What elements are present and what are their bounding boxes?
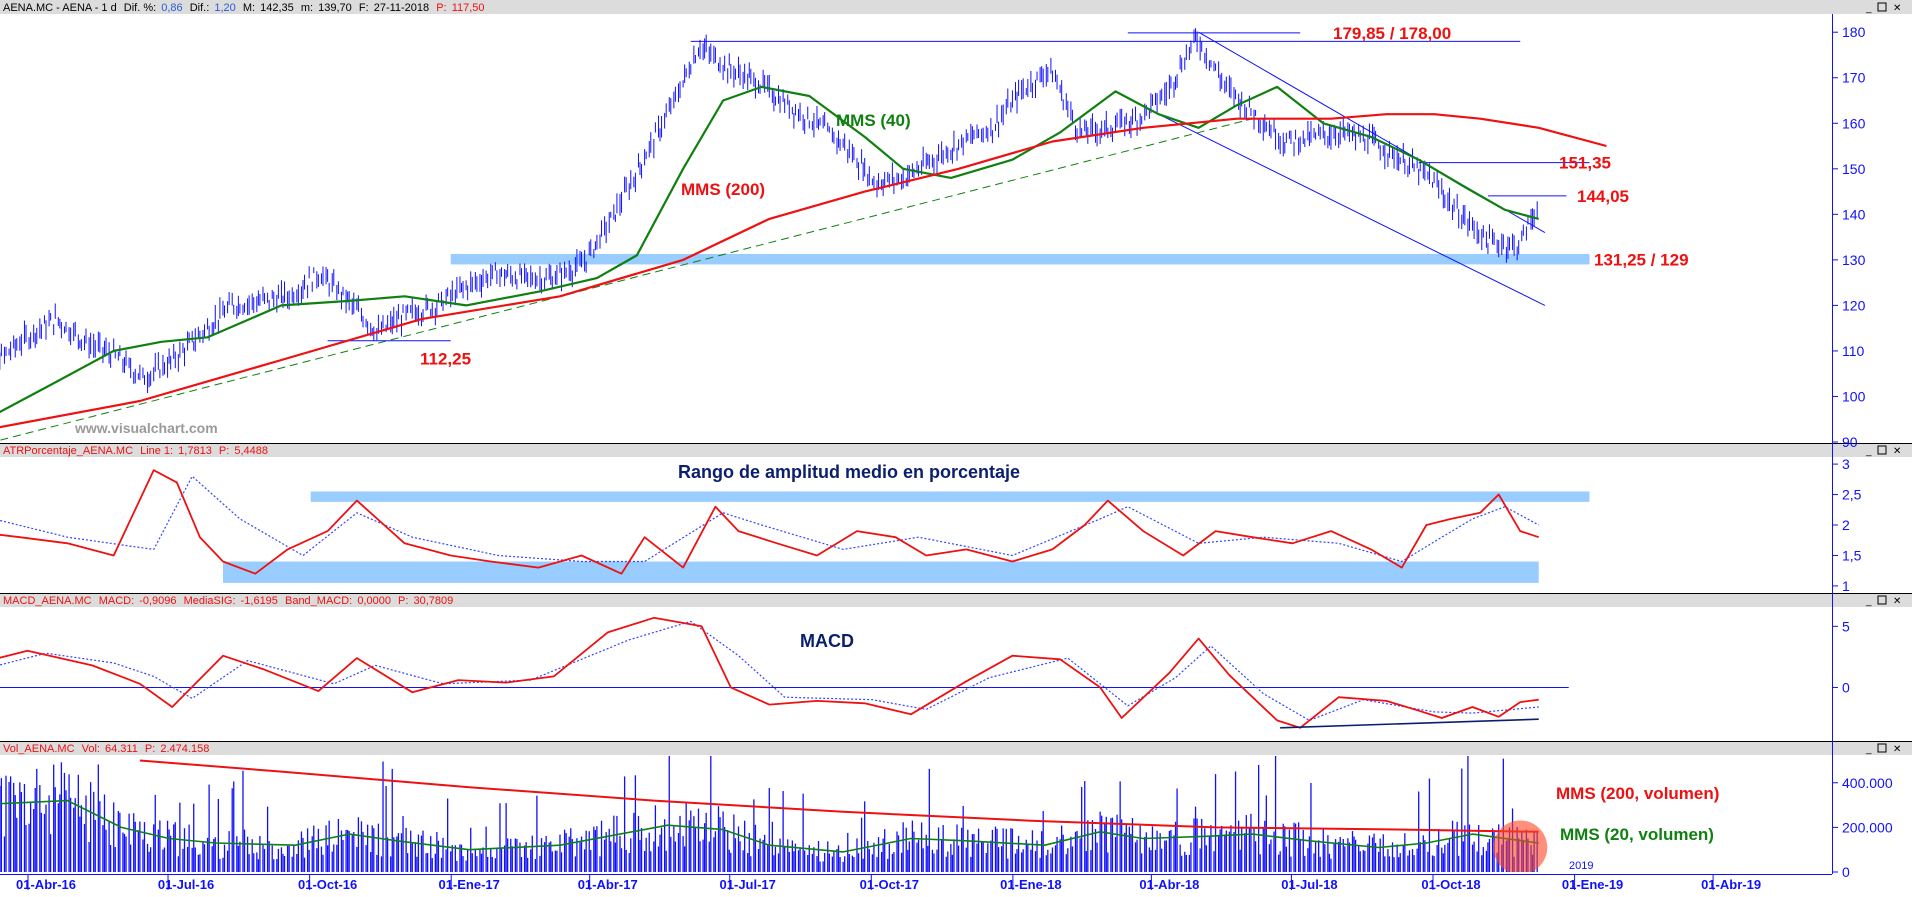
year-marker: 2019 xyxy=(1569,860,1593,872)
y-tick-label: 3 xyxy=(1842,456,1850,472)
x-tick-label: 01-Oct-16 xyxy=(298,877,357,892)
x-tick-label: 01-Oct-18 xyxy=(1421,877,1480,892)
y-tick-label: 400.000 xyxy=(1842,775,1893,791)
close-icon[interactable]: ✕ xyxy=(1893,596,1901,607)
y-tick-label: 160 xyxy=(1842,115,1866,131)
price-annotations: 179,85 / 178,00 151,35 144,05 131,25 / 129 1… xyxy=(420,24,1689,369)
level-annotation: 112,25 xyxy=(420,350,471,369)
minimize-icon[interactable]: _ xyxy=(1865,744,1872,755)
x-tick-label: 01-Jul-17 xyxy=(720,877,776,892)
macd-title: MACD xyxy=(800,631,854,651)
y-tick-label: 2 xyxy=(1842,517,1850,533)
y-tick-label: 90 xyxy=(1842,434,1858,450)
atr-header: ATRPorcentaje_AENA.MC Line 1: 1,7813 P: … xyxy=(3,445,268,457)
price-support-band xyxy=(450,253,1590,265)
maximize-icon[interactable] xyxy=(1877,2,1887,12)
price-series xyxy=(0,28,1607,429)
y-tick-label: 5 xyxy=(1842,618,1850,634)
close-icon[interactable]: ✕ xyxy=(1893,744,1901,755)
y-tick-label: 200.000 xyxy=(1842,819,1893,835)
price-y-axis: 180 170 160 150 140 130 120 110 100 90 xyxy=(1832,24,1866,450)
x-tick-label: 01-Oct-17 xyxy=(860,877,919,892)
x-tick-label: 01-Abr-16 xyxy=(16,877,76,892)
x-tick-label: 01-Ene-18 xyxy=(1000,877,1061,892)
atr-signal-line xyxy=(0,475,1539,563)
macd-support-line xyxy=(1280,718,1539,729)
atr-band xyxy=(222,561,1539,583)
macd-y-axis: 50 xyxy=(1832,618,1850,695)
volume-bars xyxy=(0,756,1538,872)
volume-highlight-marker xyxy=(1493,820,1548,872)
x-tick-label: 01-Jul-16 xyxy=(158,877,214,892)
support-trendline xyxy=(0,118,1253,441)
mms40-label: MMS (40) xyxy=(836,111,911,130)
window-controls-macd[interactable]: _ ✕ xyxy=(1865,595,1901,607)
mms40-line xyxy=(0,85,1539,414)
macd-header: MACD_AENA.MC MACD: -0,9096 MediaSIG: -1,… xyxy=(3,595,453,607)
y-tick-label: 150 xyxy=(1842,161,1866,177)
y-tick-label: 180 xyxy=(1842,24,1866,40)
volume-header: Vol_AENA.MC Vol: 64.311 P: 2.474.158 xyxy=(3,743,209,755)
y-tick-label: 170 xyxy=(1842,70,1866,86)
window-controls-atr[interactable]: _ ✕ xyxy=(1865,445,1901,457)
y-tick-label: 130 xyxy=(1842,252,1866,268)
mms200-volume-label: MMS (200, volumen) xyxy=(1556,784,1719,803)
atr-y-axis: 3 2,5 2 1,5 1 xyxy=(1832,456,1862,594)
x-tick-label: 01-Abr-17 xyxy=(578,877,638,892)
volume-mms20-line xyxy=(0,799,1539,853)
x-tick-label: 01-Ene-19 xyxy=(1562,877,1623,892)
price-header: AENA.MC - AENA - 1 d Dif. %: 0,86 Dif.: … xyxy=(3,2,485,14)
atr-series xyxy=(0,469,1539,575)
level-annotation: 151,35 xyxy=(1559,154,1611,173)
atr-band xyxy=(310,491,1590,502)
x-tick-label: 01-Abr-19 xyxy=(1701,877,1761,892)
close-icon[interactable]: ✕ xyxy=(1893,446,1901,457)
mms20-volume-label: MMS (20, volumen) xyxy=(1560,825,1714,844)
minimize-icon[interactable]: _ xyxy=(1865,596,1872,607)
x-tick-label: 01-Jul-18 xyxy=(1281,877,1337,892)
y-tick-label: 0 xyxy=(1842,864,1850,880)
y-tick-label: 2,5 xyxy=(1842,487,1862,503)
macd-signal-line xyxy=(0,620,1539,722)
volume-mms200-line xyxy=(139,759,1539,833)
level-annotation: 144,05 xyxy=(1577,187,1629,206)
y-tick-label: 120 xyxy=(1842,297,1866,313)
window-controls-volume[interactable]: _ ✕ xyxy=(1865,743,1901,755)
macd-line xyxy=(0,616,1539,729)
level-annotation: 131,25 / 129 xyxy=(1594,250,1689,269)
mms200-label: MMS (200) xyxy=(681,180,765,199)
maximize-icon[interactable] xyxy=(1877,445,1887,455)
volume-y-axis: 400.000 200.000 0 xyxy=(1832,775,1893,880)
close-icon[interactable]: ✕ xyxy=(1893,3,1901,14)
maximize-icon[interactable] xyxy=(1877,595,1887,605)
support-band xyxy=(450,253,1590,265)
y-tick-label: 1,5 xyxy=(1842,547,1862,563)
y-tick-label: 110 xyxy=(1842,343,1865,359)
atr-line xyxy=(0,469,1539,575)
x-tick-label: 01-Abr-18 xyxy=(1139,877,1199,892)
window-controls-price[interactable]: _ ✕ xyxy=(1865,2,1901,14)
minimize-icon[interactable]: _ xyxy=(1865,3,1872,14)
x-tick-label: 01-Ene-17 xyxy=(438,877,499,892)
volume-averages xyxy=(0,759,1548,872)
y-tick-label: 100 xyxy=(1842,388,1866,404)
mms200-line xyxy=(0,113,1607,429)
minimize-icon[interactable]: _ xyxy=(1865,446,1872,457)
channel-lower xyxy=(1158,113,1546,306)
y-tick-label: 0 xyxy=(1842,679,1850,695)
macd-series xyxy=(0,616,1569,729)
atr-title: Rango de amplitud medio en porcentaje xyxy=(678,462,1020,482)
y-tick-label: 140 xyxy=(1842,206,1866,222)
price-trend-lines xyxy=(0,31,1590,441)
x-axis: 01-Abr-16 01-Jul-16 01-Oct-16 01-Ene-17 01-A… xyxy=(0,874,1832,892)
watermark: www.visualchart.com xyxy=(74,420,218,436)
y-tick-label: 1 xyxy=(1842,578,1850,594)
maximize-icon[interactable] xyxy=(1877,743,1887,753)
atr-bands xyxy=(222,491,1590,583)
level-annotation: 179,85 / 178,00 xyxy=(1333,24,1451,43)
